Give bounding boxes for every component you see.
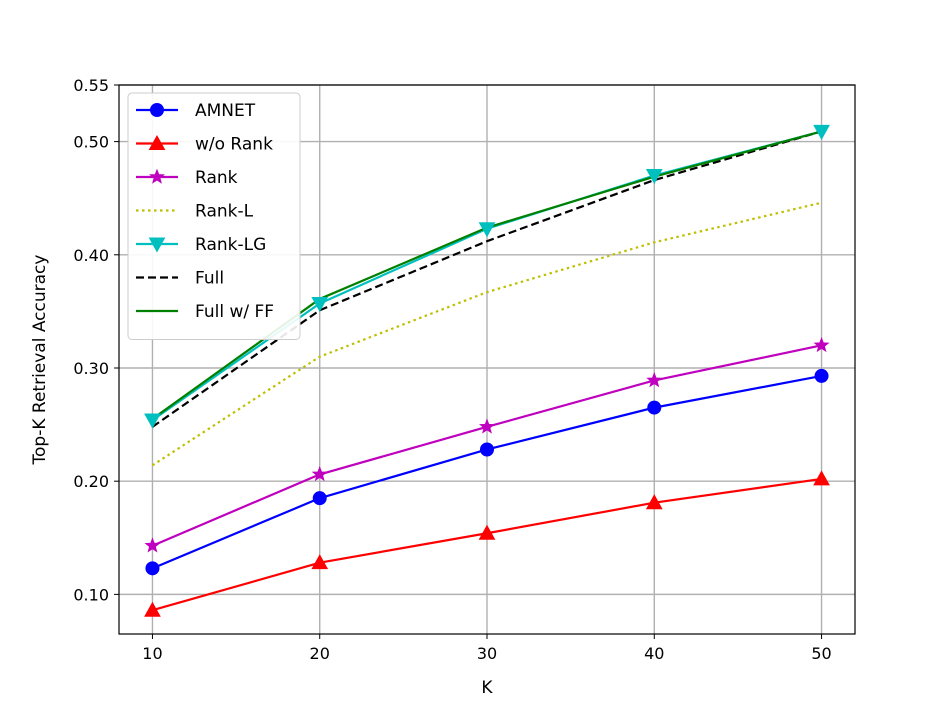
data-point-rank [144, 537, 161, 553]
legend-label-rank-l: Rank-L [195, 202, 254, 222]
data-point-rank-lg [645, 169, 663, 185]
data-point-rank [813, 336, 830, 353]
data-point-rank-lg [311, 296, 329, 312]
legend: AMNET w/o Rank Rank Rank-L Rank-LG Full Full w… [127, 92, 301, 340]
data-point-w-o-rank [645, 494, 663, 510]
legend-label-rank-lg: Rank-LG [195, 235, 266, 255]
x-tick-label: 10 [142, 644, 162, 663]
data-point-w-o-rank [144, 601, 161, 617]
series-markers [144, 124, 830, 617]
data-point-rank-lg [144, 413, 161, 429]
data-point-rank [311, 465, 328, 482]
data-point-rank [646, 372, 663, 388]
data-point-rank-lg [478, 222, 496, 238]
legend-marker-amnet [150, 103, 164, 117]
data-point-amnet [312, 491, 327, 506]
data-point-amnet [647, 400, 662, 415]
series-line-rank-l [151, 201, 822, 467]
data-point-rank [479, 418, 495, 434]
legend-marker-w-o-rank [148, 134, 166, 150]
x-tick-label: 40 [644, 644, 664, 663]
legend-box [127, 92, 301, 340]
legend-label-rank: Rank [195, 168, 238, 188]
data-point-rank-lg [813, 124, 830, 140]
x-axis-ticks: 10 20 30 40 50 [142, 634, 832, 663]
y-axis-ticks: 0.10 0.20 0.30 0.40 0.50 0.55 [73, 76, 119, 604]
data-point-w-o-rank [813, 470, 830, 486]
legend-label-full-w-ff: Full w/ FF [195, 302, 274, 322]
data-point-amnet [145, 561, 160, 576]
legend-marker-rank [149, 168, 165, 184]
data-point-amnet [814, 368, 829, 383]
legend-marker-rank-lg [148, 237, 166, 253]
y-tick-label: 0.20 [73, 472, 109, 491]
data-point-amnet [480, 442, 494, 457]
series-line-full [151, 130, 822, 428]
x-tick-label: 50 [811, 644, 831, 663]
y-tick-label: 0.55 [73, 76, 109, 95]
y-tick-label: 0.50 [73, 133, 109, 152]
y-tick-label: 0.40 [73, 246, 109, 265]
y-tick-label: 0.10 [73, 585, 109, 604]
x-axis-label: K [481, 678, 493, 698]
y-axis-label: Top-K Retrieval Accuracy [30, 255, 50, 466]
legend-label-amnet: AMNET [195, 101, 256, 121]
y-tick-label: 0.30 [73, 359, 109, 378]
legend-label-w-o-rank: w/o Rank [195, 135, 273, 155]
data-point-w-o-rank [478, 524, 496, 540]
x-tick-label: 30 [477, 644, 497, 663]
legend-label-full: Full [195, 269, 224, 289]
data-point-w-o-rank [311, 554, 329, 570]
x-tick-label: 20 [310, 644, 330, 663]
